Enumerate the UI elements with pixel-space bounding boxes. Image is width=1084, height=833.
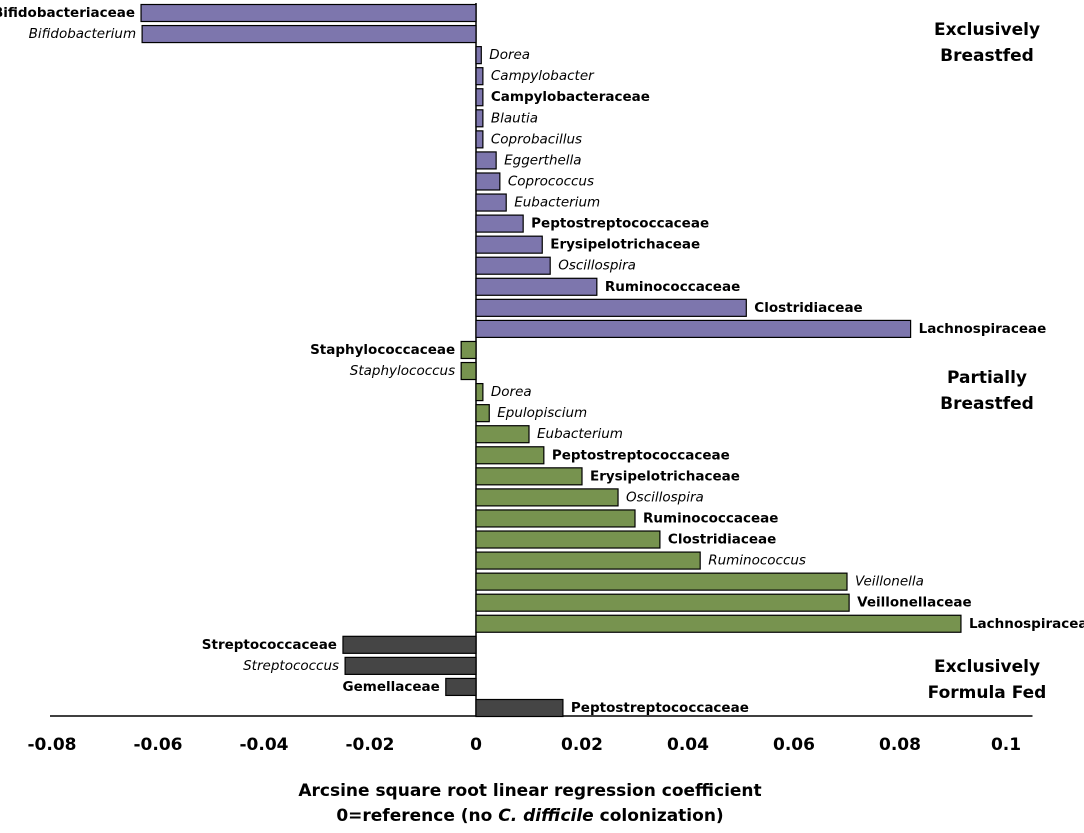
x-axis-subtitle-part: colonization)	[594, 806, 724, 826]
category-label: Dorea	[491, 384, 532, 400]
bar	[445, 677, 477, 697]
bar	[475, 530, 661, 549]
bar	[342, 635, 477, 654]
group-label: Exclusively	[934, 20, 1040, 40]
bar	[475, 614, 962, 633]
bar	[475, 172, 501, 191]
x-tick-label: 0.02	[561, 735, 603, 755]
category-label: Coprococcus	[508, 173, 594, 189]
bar	[475, 256, 551, 275]
bar	[475, 488, 619, 507]
category-label: Veillonellaceae	[857, 595, 972, 611]
bar	[475, 277, 598, 296]
category-label: Eubacterium	[537, 426, 623, 442]
category-label: Bifidobacterium	[29, 26, 136, 42]
x-tick-label: -0.06	[134, 735, 183, 755]
bar	[141, 24, 477, 44]
x-tick-label: 0.1	[991, 735, 1021, 755]
category-label: Staphylococcus	[350, 363, 455, 379]
category-label: Clostridiaceae	[754, 300, 862, 316]
x-tick-label: 0.06	[773, 735, 815, 755]
x-tick-label: -0.02	[346, 735, 395, 755]
bar	[475, 572, 848, 591]
category-label: Dorea	[489, 47, 530, 63]
bar	[475, 425, 530, 444]
category-label: Oscillospira	[558, 258, 636, 274]
x-tick-label: 0.04	[667, 735, 709, 755]
category-label: Ruminococcaceae	[605, 279, 740, 295]
x-axis-subtitle: 0=reference (no C. difficile colonizatio…	[336, 806, 723, 826]
category-label: Streptococcus	[243, 658, 339, 674]
bar	[344, 656, 477, 675]
bar	[460, 361, 477, 381]
bar	[475, 446, 545, 465]
bar	[475, 214, 524, 233]
category-label: Oscillospira	[626, 489, 704, 505]
bar	[475, 551, 701, 570]
group-label: Breastfed	[940, 394, 1034, 414]
x-axis-subtitle-part: 0=reference (no	[336, 806, 498, 826]
x-axis-subtitle-part: C. difficile	[498, 806, 593, 826]
category-label: Blautia	[491, 110, 538, 126]
bar	[475, 193, 507, 212]
category-label: Staphylococcaceae	[310, 342, 455, 358]
x-tick-label: -0.08	[28, 735, 77, 755]
bar	[475, 109, 484, 128]
bar	[475, 46, 482, 65]
bar	[475, 467, 583, 486]
category-label: Peptostreptococcaceae	[571, 700, 749, 716]
group-label: Breastfed	[940, 46, 1034, 66]
x-tick-label: 0	[470, 735, 482, 755]
category-label: Eubacterium	[514, 195, 600, 211]
bar	[475, 298, 747, 317]
bar	[475, 130, 484, 149]
category-label: Epulopiscium	[497, 405, 587, 421]
category-label: Erysipelotrichaceae	[590, 468, 740, 484]
bar	[475, 382, 484, 402]
category-label: Ruminococcus	[708, 553, 806, 569]
group-label: Exclusively	[934, 657, 1040, 677]
category-label: Bifidobacteriaceae	[0, 5, 135, 21]
bar	[475, 151, 497, 170]
x-axis-title: Arcsine square root linear regression co…	[298, 781, 761, 801]
x-tick-label: -0.04	[240, 735, 289, 755]
group-label: Partially	[947, 368, 1027, 388]
bar	[475, 404, 490, 423]
bar	[475, 509, 636, 528]
category-label: Clostridiaceae	[668, 532, 776, 548]
bar	[475, 235, 543, 254]
bar	[475, 319, 912, 339]
bar	[460, 340, 477, 360]
category-label: Lachnospiraceae	[919, 321, 1047, 337]
category-label: Coprobacillus	[491, 131, 582, 147]
bar	[475, 593, 850, 612]
category-label: Erysipelotrichaceae	[550, 237, 700, 253]
category-label: Peptostreptococcaceae	[552, 447, 730, 463]
category-label: Streptococcaceae	[202, 637, 337, 653]
bar	[140, 3, 477, 23]
category-label: Ruminococcaceae	[643, 510, 778, 526]
category-label: Gemellaceae	[343, 679, 440, 695]
bar	[475, 698, 564, 718]
category-label: Campylobacter	[491, 68, 595, 84]
category-label: Peptostreptococcaceae	[531, 216, 709, 232]
group-label: Formula Fed	[928, 683, 1047, 703]
category-label: Lachnospiraceae	[969, 616, 1084, 632]
bar	[475, 67, 484, 86]
bar	[475, 88, 484, 107]
category-label: Campylobacteraceae	[491, 89, 650, 105]
x-tick-label: 0.08	[879, 735, 921, 755]
category-label: Veillonella	[855, 574, 924, 590]
category-label: Eggerthella	[504, 152, 581, 168]
